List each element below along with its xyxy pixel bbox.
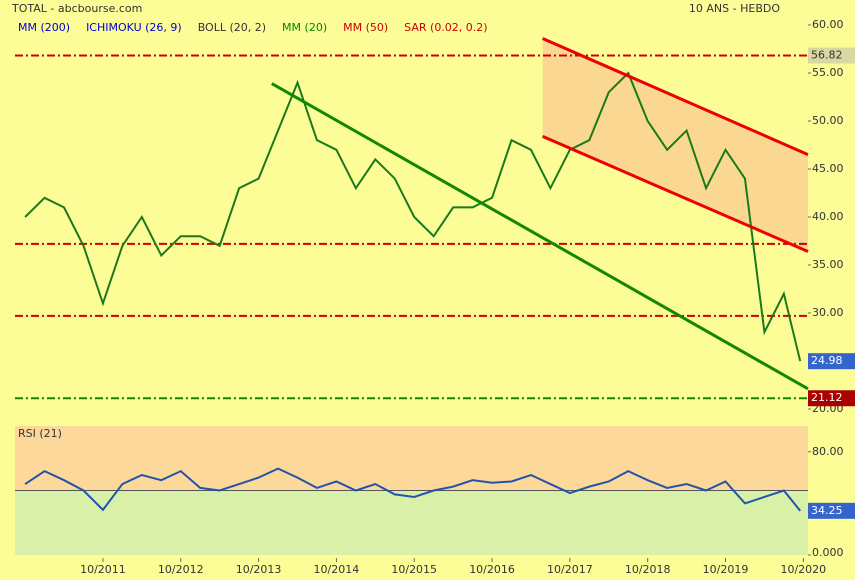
y-tick-label: 0.000	[812, 546, 844, 559]
indicator-legend: MM (20)	[282, 21, 327, 34]
x-tick-label: 10/2019	[703, 563, 749, 576]
y-tick-label: 35.00	[812, 258, 844, 271]
y-tick-label: 45.00	[812, 162, 844, 175]
indicator-legend: ICHIMOKU (26, 9)	[86, 21, 182, 34]
x-tick-label: 10/2015	[391, 563, 437, 576]
x-tick-label: 10/2014	[314, 563, 360, 576]
price-label: 56.82	[811, 49, 843, 62]
price-label-box	[808, 353, 855, 370]
x-tick-label: 10/2012	[158, 563, 204, 576]
trend-line	[542, 134, 809, 253]
rsi-lower-zone	[15, 490, 808, 555]
y-tick-label: 30.00	[812, 306, 844, 319]
price-label-box	[808, 390, 855, 407]
indicator-legend: BOLL (20, 2)	[198, 21, 266, 34]
rsi-value-box	[808, 502, 855, 519]
y-tick-label: 40.00	[812, 210, 844, 223]
chart-title: TOTAL - abcbourse.com	[11, 2, 142, 15]
series-line	[24, 71, 802, 362]
series-line	[24, 467, 801, 512]
x-tick-label: 10/2018	[625, 563, 671, 576]
rsi-upper-zone	[15, 426, 808, 491]
indicator-legend: SAR (0.02, 0.2)	[404, 21, 487, 34]
price-label: 21.12	[811, 391, 843, 404]
y-tick-label: 55.00	[812, 66, 844, 79]
price-label-box	[808, 47, 855, 64]
chart-subtitle: 10 ANS - HEBDO	[689, 2, 780, 15]
y-tick-label: 50.00	[812, 114, 844, 127]
rsi-value-label: 34.25	[811, 504, 843, 517]
x-tick-label: 10/2020	[780, 563, 826, 576]
price-label: 24.98	[811, 354, 843, 367]
x-tick-label: 10/2016	[469, 563, 515, 576]
y-tick-label: 80.00	[812, 445, 844, 458]
trend-line	[542, 37, 809, 156]
indicator-legend: MM (50)	[343, 21, 388, 34]
trend-line	[271, 82, 809, 391]
x-tick-label: 10/2013	[236, 563, 282, 576]
x-tick-label: 10/2011	[80, 563, 126, 576]
x-tick-label: 10/2017	[547, 563, 593, 576]
rsi-title: RSI (21)	[18, 427, 62, 440]
y-tick-label: 60.00	[812, 18, 844, 31]
indicator-legend: MM (200)	[18, 21, 70, 34]
